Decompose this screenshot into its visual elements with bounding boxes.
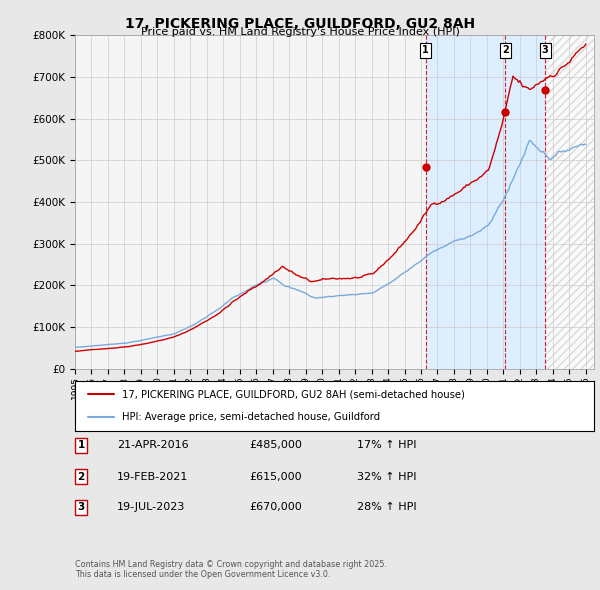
Text: 2: 2 bbox=[77, 472, 85, 481]
Text: £615,000: £615,000 bbox=[249, 472, 302, 481]
Text: 3: 3 bbox=[542, 45, 548, 55]
Bar bbox=[426, 35, 545, 369]
Text: 2: 2 bbox=[502, 45, 509, 55]
Text: Price paid vs. HM Land Registry's House Price Index (HPI): Price paid vs. HM Land Registry's House … bbox=[140, 27, 460, 37]
Text: HPI: Average price, semi-detached house, Guildford: HPI: Average price, semi-detached house,… bbox=[122, 412, 380, 422]
Text: 19-JUL-2023: 19-JUL-2023 bbox=[117, 503, 185, 512]
Text: 17, PICKERING PLACE, GUILDFORD, GU2 8AH (semi-detached house): 17, PICKERING PLACE, GUILDFORD, GU2 8AH … bbox=[122, 389, 464, 399]
Text: 21-APR-2016: 21-APR-2016 bbox=[117, 441, 188, 450]
Bar bbox=[545, 35, 594, 369]
Text: 1: 1 bbox=[422, 45, 429, 55]
Text: Contains HM Land Registry data © Crown copyright and database right 2025.
This d: Contains HM Land Registry data © Crown c… bbox=[75, 560, 387, 579]
Text: 1: 1 bbox=[77, 441, 85, 450]
Text: 17, PICKERING PLACE, GUILDFORD, GU2 8AH: 17, PICKERING PLACE, GUILDFORD, GU2 8AH bbox=[125, 17, 475, 31]
Text: 28% ↑ HPI: 28% ↑ HPI bbox=[357, 503, 416, 512]
Text: 3: 3 bbox=[77, 503, 85, 512]
Text: £670,000: £670,000 bbox=[249, 503, 302, 512]
Text: £485,000: £485,000 bbox=[249, 441, 302, 450]
Text: 19-FEB-2021: 19-FEB-2021 bbox=[117, 472, 188, 481]
Text: 17% ↑ HPI: 17% ↑ HPI bbox=[357, 441, 416, 450]
Text: 32% ↑ HPI: 32% ↑ HPI bbox=[357, 472, 416, 481]
Bar bbox=[545, 35, 594, 369]
